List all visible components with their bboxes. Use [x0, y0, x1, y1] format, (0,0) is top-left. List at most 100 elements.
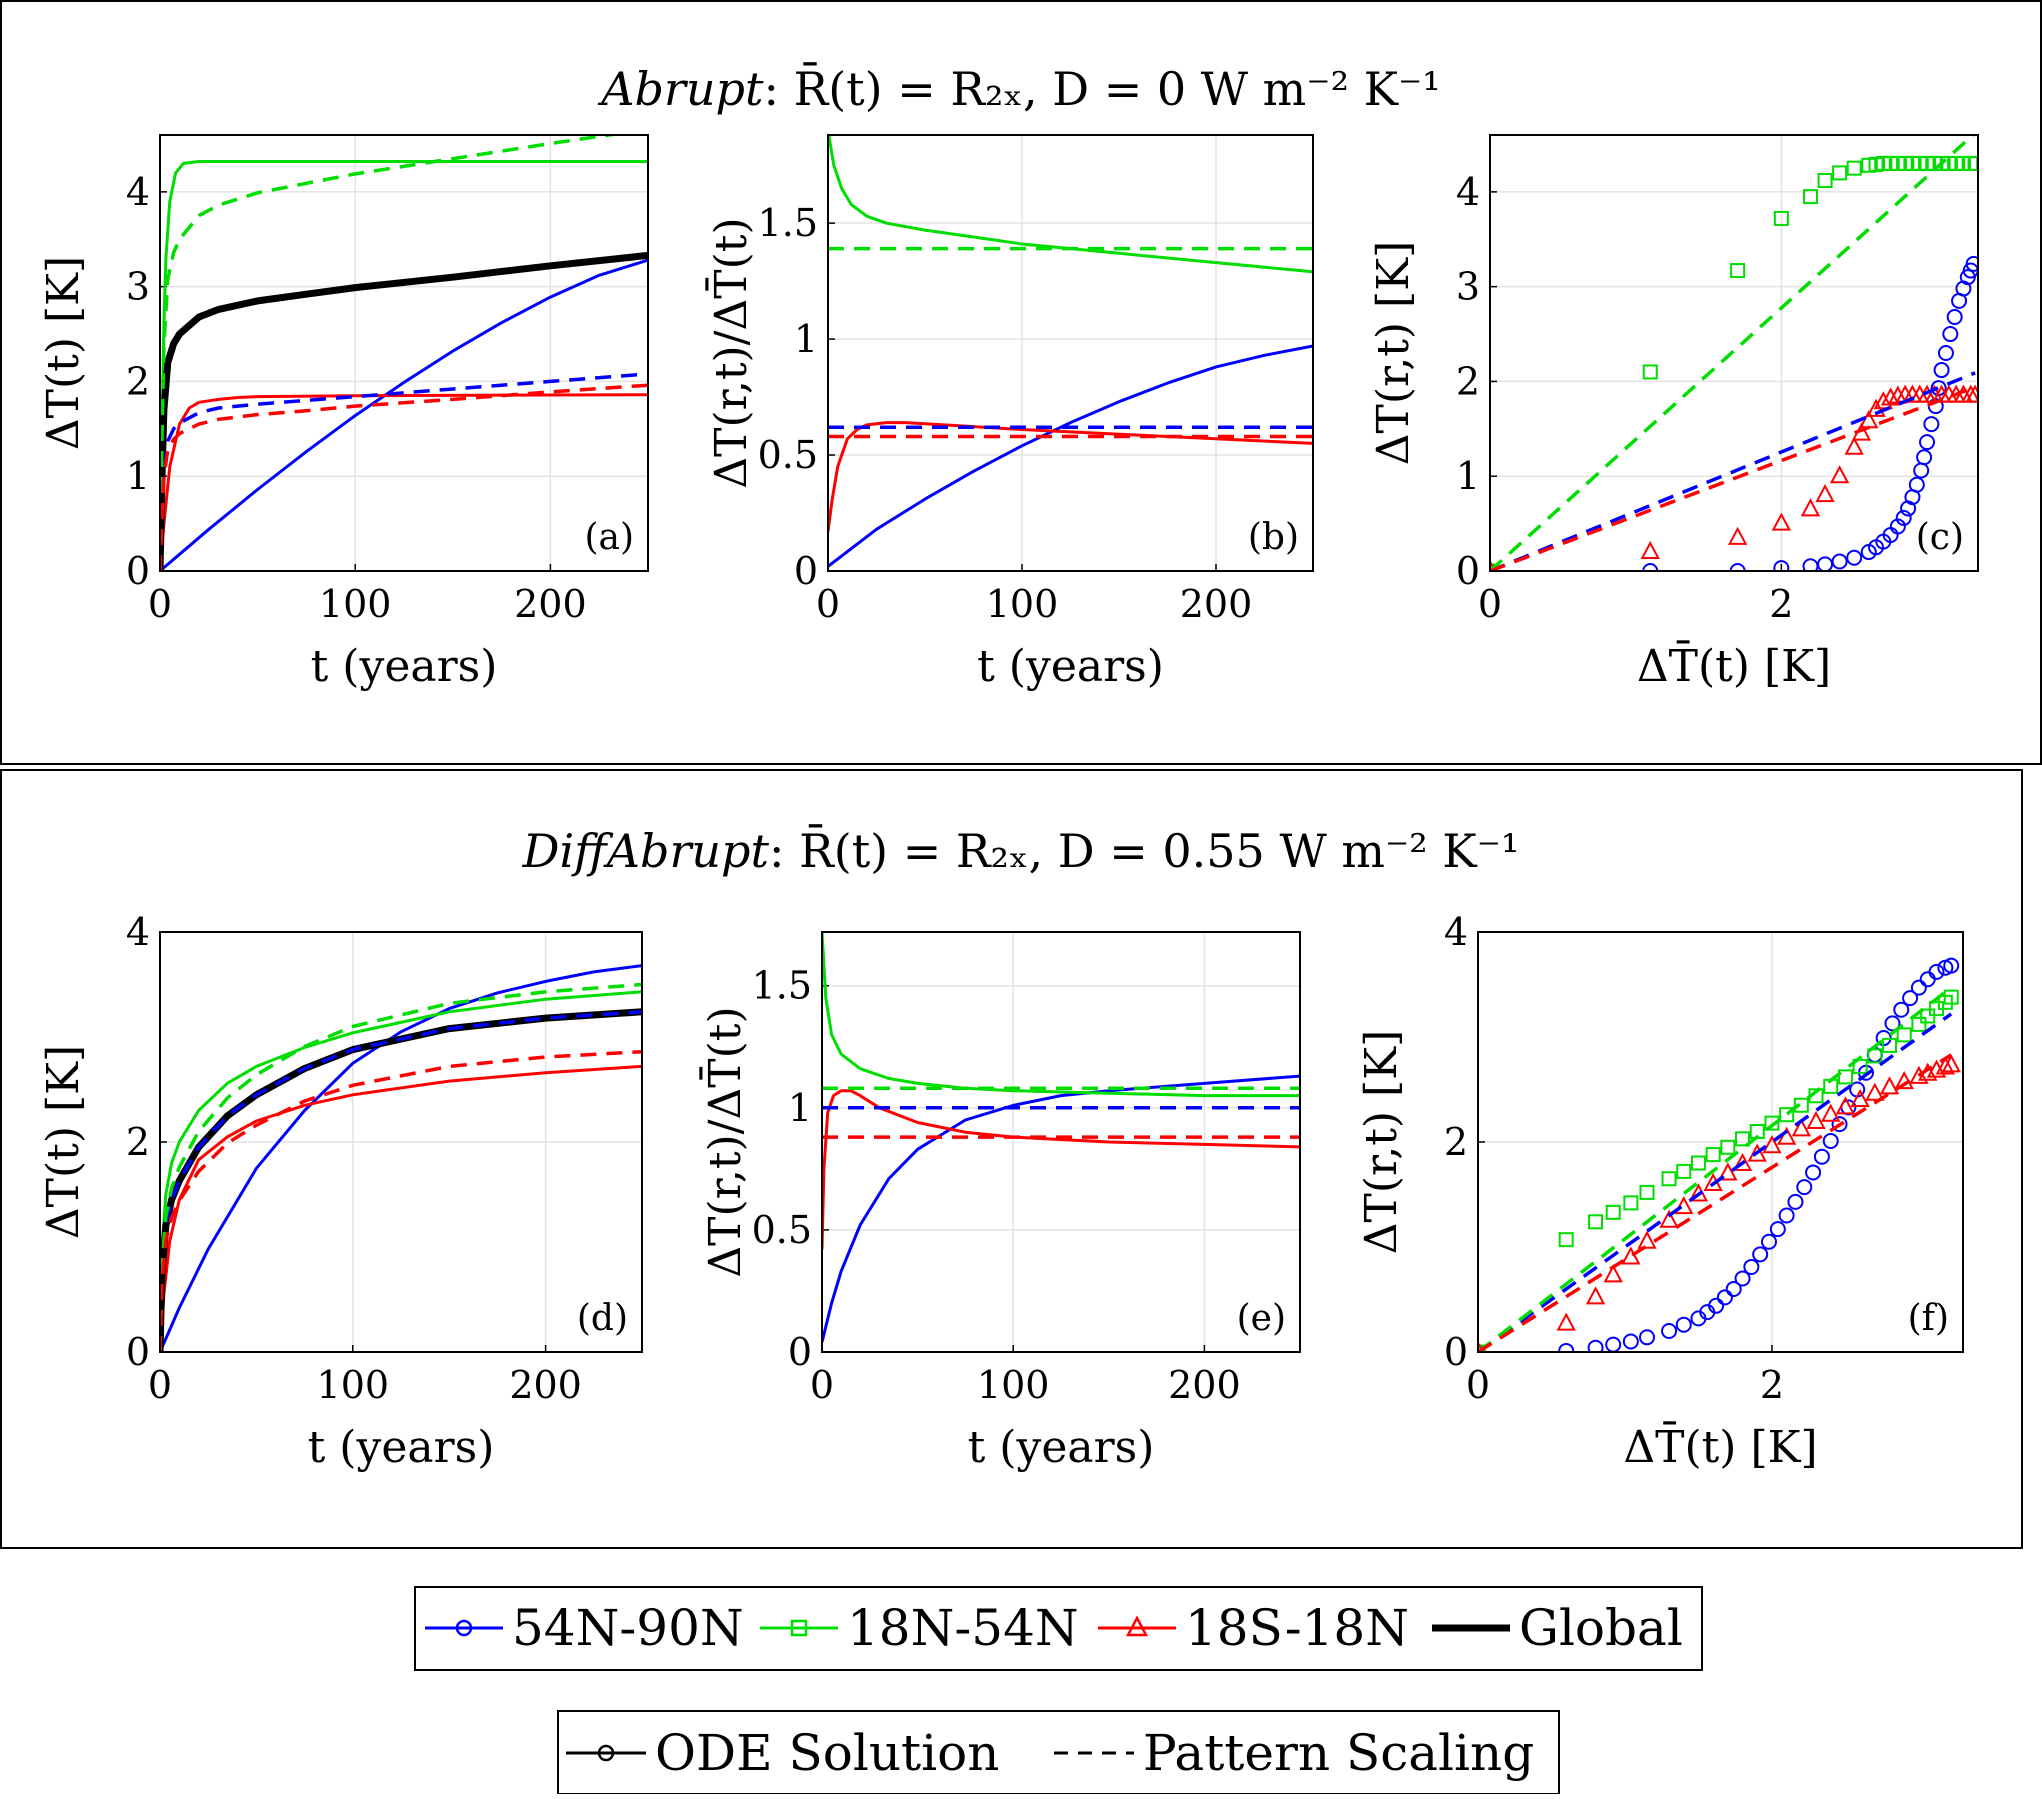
series-group [160, 135, 648, 571]
bottom-section-title: DiffAbrupt: R̄(t) = R₂ₓ, D = 0.55 W m⁻² … [522, 823, 1520, 878]
data-point-18n-54n [1832, 165, 1848, 181]
plot-area [828, 135, 1313, 571]
y-tick-label: 0 [126, 549, 150, 593]
legend-item-ode-solution: ODE Solution [566, 1724, 999, 1782]
data-point-54n-90n [1639, 1329, 1656, 1346]
series-line-18s-18n-ode [828, 421, 1313, 532]
series-group [160, 964, 642, 1352]
panel-label: (d) [577, 1298, 628, 1339]
y-tick-label: 4 [1444, 910, 1468, 954]
data-point-18s-18n [1747, 1143, 1767, 1162]
data-point-18n-54n [1642, 364, 1658, 380]
x-tick-label: 100 [986, 582, 1059, 626]
legend-item-54n-90n: 54N-90N [425, 1599, 744, 1657]
x-tick-label: 100 [319, 582, 392, 626]
data-point-18n-54n [1764, 1115, 1780, 1131]
panel-label: (b) [1248, 517, 1299, 558]
data-point-54n-90n [1923, 416, 1940, 433]
data-point-54n-90n [1817, 556, 1834, 571]
data-point-18n-54n [1911, 1016, 1927, 1032]
y-tick-label: 0 [1444, 1330, 1468, 1374]
data-point-18n-54n [1802, 189, 1818, 205]
panel-c: 0 2 0 1 2 3 4 (c) ΔT̄(t) [K] ΔT(r,t) [K] [1368, 134, 1979, 692]
data-point-54n-90n [1846, 549, 1863, 566]
data-point-54n-90n [1805, 1164, 1822, 1181]
data-point-18s-18n [1880, 387, 1901, 406]
legend-label: 18S-18N [1185, 1599, 1409, 1657]
top-section-title: Abrupt: R̄(t) = R₂ₓ, D = 0 W m⁻² K⁻¹ [597, 61, 1440, 116]
panel-b: 0 100 200 0 0.5 1 1.5 (b) t (years) ΔT(r,t)/ΔT̄(t… [704, 134, 1314, 692]
panel-label: (e) [1237, 1298, 1286, 1339]
y-axis-label: ΔT(r,t) [K] [1368, 241, 1419, 466]
data-point-54n-90n [1942, 326, 1959, 343]
data-point-18s-18n [1603, 1264, 1623, 1283]
legend-item-18n-54n: 18N-54N [760, 1599, 1079, 1657]
series-line-18n-54n-ps [1490, 135, 1976, 571]
series-group [828, 135, 1313, 568]
series-line-18n-54n-ps [160, 135, 621, 571]
axes-frame [821, 931, 1301, 1353]
data-point-18s-18n [1829, 465, 1850, 484]
data-point-18s-18n [1637, 1230, 1657, 1249]
legend-label: Global [1519, 1599, 1683, 1657]
series-group [822, 932, 1300, 1343]
data-point-54n-90n [1893, 1001, 1910, 1018]
axes-frame [827, 134, 1314, 572]
data-point-18n-54n [1837, 1069, 1853, 1085]
data-point-18n-54n [1967, 155, 1978, 171]
data-point-18s-18n [1556, 1312, 1576, 1331]
y-tick-label: 3 [126, 265, 150, 309]
series-line-18s-18n-ps [1478, 1053, 1953, 1352]
series-group [1490, 135, 1978, 571]
data-point-54n-90n [1761, 1233, 1777, 1250]
data-point-18n-54n [1720, 1139, 1736, 1155]
y-tick-label: 2 [1444, 1120, 1468, 1164]
y-tick-label: 1 [794, 317, 818, 361]
y-axis-label: ΔT(r,t)/ΔT̄(t) [698, 1006, 751, 1277]
data-point-54n-90n [1796, 1179, 1813, 1196]
x-tick-label: 200 [509, 1363, 582, 1407]
data-point-54n-90n [1725, 1281, 1742, 1297]
series-line-54n-90n-ps [160, 1010, 642, 1352]
x-tick-label: 0 [148, 582, 172, 626]
y-axis-label: ΔT(r,t) [K] [1356, 1030, 1407, 1255]
data-point-18s-18n [1935, 1056, 1956, 1075]
data-point-18n-54n [1793, 1097, 1809, 1113]
data-point-18s-18n [1762, 1135, 1782, 1154]
data-point-18s-18n [1585, 1286, 1606, 1305]
x-tick-label: 100 [977, 1363, 1050, 1407]
legend-item-pattern-scaling: Pattern Scaling [1054, 1724, 1534, 1782]
data-point-18s-18n [1674, 1195, 1694, 1215]
series-line-54n-90n-ps [1478, 1012, 1953, 1352]
data-point-54n-90n [1622, 1333, 1639, 1350]
x-axis-label: t (years) [977, 641, 1164, 692]
data-point-18n-54n [1690, 1155, 1706, 1171]
series-line-18n-54n-ps [160, 982, 642, 1352]
data-point-18n-54n [1773, 210, 1789, 226]
series-line-54n-90n-ode [828, 344, 1313, 568]
legend-item-18s-18n: 18S-18N [1098, 1599, 1409, 1657]
data-point-18s-18n [1732, 1152, 1753, 1172]
data-point-54n-90n [1708, 1297, 1725, 1314]
x-tick-label: 200 [1168, 1363, 1241, 1407]
data-point-54n-90n [1895, 509, 1912, 526]
data-point-18s-18n [1771, 512, 1792, 531]
y-tick-label: 0 [1456, 549, 1480, 593]
data-point-54n-90n [1661, 1323, 1678, 1339]
y-tick-label: 2 [1456, 359, 1480, 403]
y-tick-label: 1 [126, 454, 150, 498]
data-point-54n-90n [1822, 1132, 1839, 1149]
data-point-54n-90n [1908, 476, 1925, 493]
series-line-54n-90n-ps [1490, 371, 1976, 571]
panel-f: 0 2 0 2 4 (f) ΔT̄(t) [K] ΔT(r,t) [K] [1356, 910, 1964, 1473]
data-point-18n-54n [1639, 1184, 1655, 1200]
panel-label: (f) [1908, 1298, 1949, 1339]
data-point-18n-54n [1676, 1163, 1692, 1179]
data-point-18s-18n [1800, 498, 1821, 517]
data-point-18n-54n [1623, 1195, 1639, 1211]
axes-frame [159, 134, 649, 572]
data-point-54n-90n [1787, 1193, 1804, 1210]
y-tick-label: 0.5 [758, 433, 818, 477]
data-point-54n-90n [1734, 1270, 1751, 1287]
